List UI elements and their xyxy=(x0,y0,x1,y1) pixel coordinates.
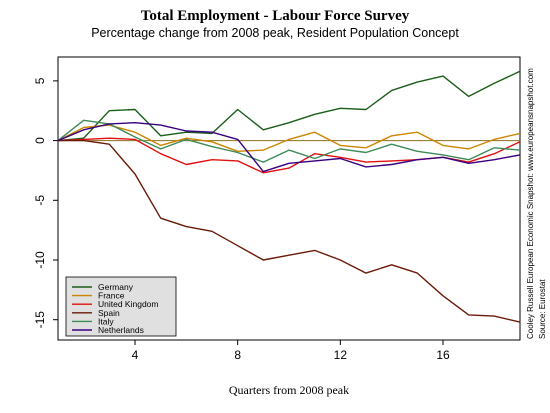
series-line-france xyxy=(57,124,521,153)
series-line-germany xyxy=(57,70,521,142)
x-tick-label: 8 xyxy=(234,348,241,362)
y-tick-label: -10 xyxy=(33,251,47,269)
series-line-netherlands xyxy=(57,121,521,173)
legend-label-italy: Italy xyxy=(98,316,114,326)
x-axis-label: Quarters from 2008 peak xyxy=(229,383,349,397)
chart-subtitle: Percentage change from 2008 peak, Reside… xyxy=(91,26,459,40)
side-note: Cooley Russell European Economic Snapsho… xyxy=(526,68,535,339)
legend-label-germany: Germany xyxy=(98,282,134,292)
series-line-italy xyxy=(57,119,521,163)
y-tick-label: -5 xyxy=(33,195,47,206)
source-note: Source: Eurostat xyxy=(538,279,547,339)
chart-title: Total Employment - Labour Force Survey xyxy=(141,8,410,24)
x-tick-label: 16 xyxy=(436,348,450,362)
y-axis: 5 0 -5 -10 -15 xyxy=(33,77,58,328)
x-tick-label: 4 xyxy=(132,348,139,362)
legend-label-netherlands: Netherlands xyxy=(98,325,144,335)
x-axis: 4 8 12 16 xyxy=(132,340,450,362)
series-group xyxy=(57,70,521,323)
legend-label-spain: Spain xyxy=(98,308,120,318)
y-tick-label: -15 xyxy=(33,311,47,329)
y-tick-label: 5 xyxy=(33,77,47,84)
x-tick-label: 12 xyxy=(334,348,348,362)
legend-label-united-kingdom: United Kingdom xyxy=(98,299,158,309)
series-line-spain xyxy=(58,139,521,323)
y-tick-label: 0 xyxy=(33,137,47,144)
legend-label-france: France xyxy=(98,291,125,301)
